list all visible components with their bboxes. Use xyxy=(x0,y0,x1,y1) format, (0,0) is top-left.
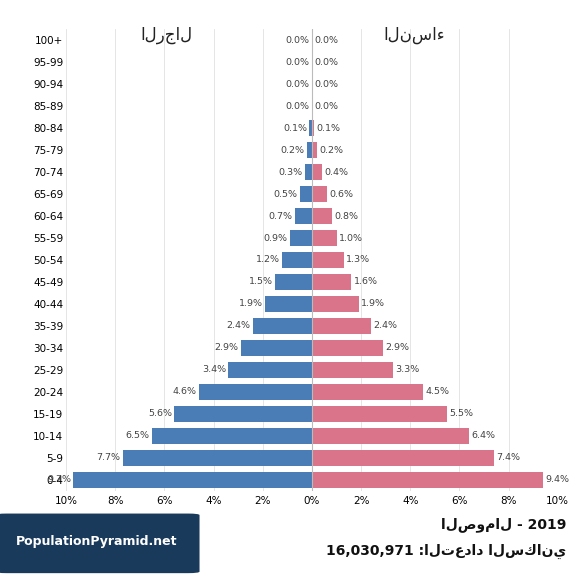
Text: 9.4%: 9.4% xyxy=(546,475,569,485)
Text: 6.5%: 6.5% xyxy=(126,432,150,440)
Text: 0.1%: 0.1% xyxy=(283,124,307,132)
Text: 1.0%: 1.0% xyxy=(339,234,363,242)
Text: 0.9%: 0.9% xyxy=(263,234,288,242)
Text: 0.0%: 0.0% xyxy=(285,35,309,45)
Text: 0.0%: 0.0% xyxy=(315,35,339,45)
Bar xyxy=(152,428,312,444)
Bar xyxy=(312,383,423,400)
Bar xyxy=(199,383,312,400)
Bar xyxy=(305,164,312,180)
Bar xyxy=(312,296,359,312)
Bar xyxy=(312,208,332,224)
Bar xyxy=(312,120,315,137)
FancyBboxPatch shape xyxy=(0,514,200,573)
Text: 6.4%: 6.4% xyxy=(472,432,496,440)
Bar xyxy=(312,472,543,488)
Text: 5.5%: 5.5% xyxy=(450,410,474,418)
Bar xyxy=(122,450,312,466)
Text: 5.6%: 5.6% xyxy=(148,410,172,418)
Bar xyxy=(309,120,312,137)
Bar xyxy=(312,164,322,180)
Text: 2.4%: 2.4% xyxy=(373,321,397,331)
Bar xyxy=(241,340,312,356)
Text: 0.0%: 0.0% xyxy=(285,80,309,88)
Text: 3.3%: 3.3% xyxy=(396,365,420,375)
Bar xyxy=(312,142,317,158)
Text: 0.2%: 0.2% xyxy=(319,145,343,155)
Text: 0.0%: 0.0% xyxy=(315,102,339,110)
Text: 1.2%: 1.2% xyxy=(256,256,280,264)
Text: 0.0%: 0.0% xyxy=(285,58,309,67)
Bar xyxy=(312,406,447,422)
Bar xyxy=(312,252,344,268)
Text: 3.4%: 3.4% xyxy=(202,365,226,375)
Bar xyxy=(312,340,383,356)
Text: الرجال: الرجال xyxy=(141,26,193,44)
Text: 0.4%: 0.4% xyxy=(324,167,348,177)
Text: 1.6%: 1.6% xyxy=(354,278,378,286)
Text: 2.9%: 2.9% xyxy=(214,343,238,353)
Text: 0.6%: 0.6% xyxy=(329,189,353,199)
Bar xyxy=(312,450,494,466)
Text: 0.3%: 0.3% xyxy=(278,167,302,177)
Text: 4.6%: 4.6% xyxy=(172,388,197,396)
Text: 4.5%: 4.5% xyxy=(425,388,449,396)
Text: 0.8%: 0.8% xyxy=(334,211,358,221)
Text: 0.0%: 0.0% xyxy=(285,102,309,110)
Text: 0.2%: 0.2% xyxy=(281,145,305,155)
Text: 0.7%: 0.7% xyxy=(269,211,292,221)
Bar xyxy=(275,274,312,290)
Text: PopulationPyramid.net: PopulationPyramid.net xyxy=(16,535,177,548)
Text: 7.7%: 7.7% xyxy=(96,453,120,462)
Bar xyxy=(300,186,312,202)
Bar xyxy=(74,472,312,488)
Text: 0.5%: 0.5% xyxy=(273,189,297,199)
Text: 2.9%: 2.9% xyxy=(386,343,409,353)
Bar xyxy=(228,362,312,378)
Text: 0.1%: 0.1% xyxy=(317,124,341,132)
Text: 1.9%: 1.9% xyxy=(361,299,385,309)
Bar xyxy=(174,406,312,422)
Text: 1.3%: 1.3% xyxy=(346,256,370,264)
Bar xyxy=(253,318,312,334)
Text: الصومال - 2019: الصومال - 2019 xyxy=(441,517,566,532)
Bar xyxy=(282,252,312,268)
Text: 0.0%: 0.0% xyxy=(315,80,339,88)
Bar xyxy=(312,362,393,378)
Text: 9.7%: 9.7% xyxy=(47,475,71,485)
Text: النساء: النساء xyxy=(383,26,445,44)
Text: 0.0%: 0.0% xyxy=(315,58,339,67)
Bar xyxy=(312,229,336,246)
Bar xyxy=(307,142,312,158)
Bar xyxy=(290,229,312,246)
Bar xyxy=(312,186,327,202)
Bar xyxy=(312,274,351,290)
Text: 7.4%: 7.4% xyxy=(496,453,520,462)
Bar xyxy=(265,296,312,312)
Bar xyxy=(312,428,469,444)
Bar xyxy=(312,318,371,334)
Text: 1.5%: 1.5% xyxy=(248,278,273,286)
Bar xyxy=(295,208,312,224)
Text: 16,030,971 :التعداد السكاني: 16,030,971 :التعداد السكاني xyxy=(326,544,566,559)
Text: 2.4%: 2.4% xyxy=(227,321,251,331)
Text: 1.9%: 1.9% xyxy=(239,299,263,309)
